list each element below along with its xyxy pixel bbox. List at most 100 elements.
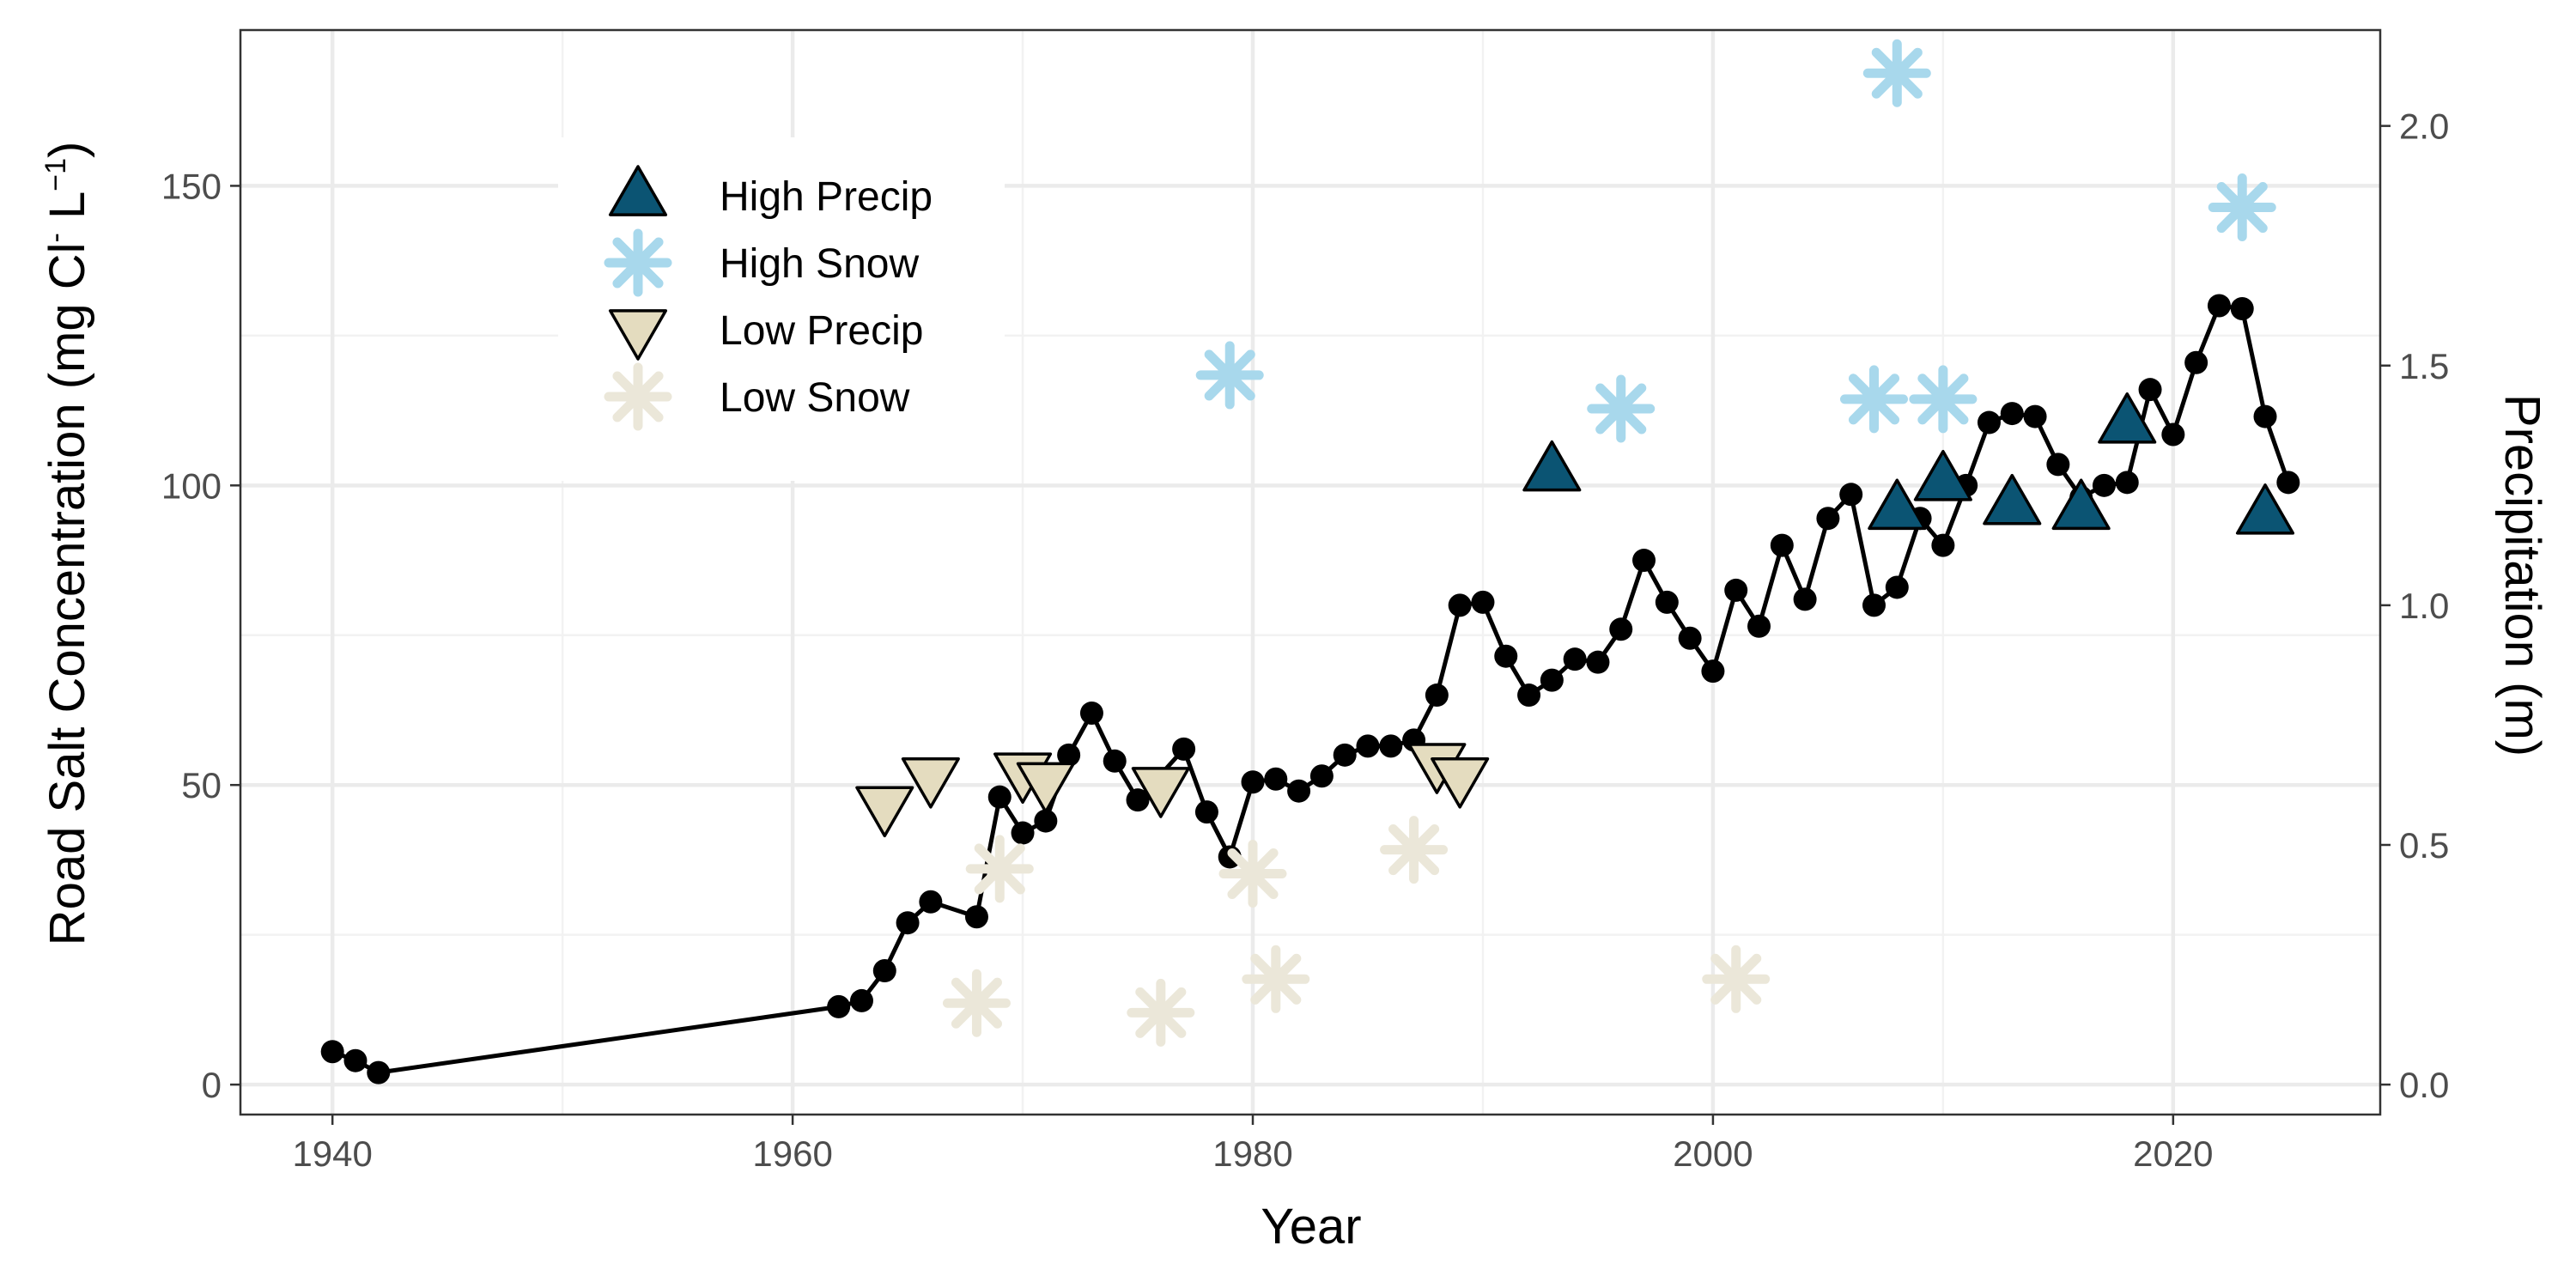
salt-concentration-point [1287, 779, 1311, 803]
legend-low-snow-label: Low Snow [720, 375, 910, 421]
x-tick-label: 2000 [1673, 1133, 1753, 1174]
salt-concentration-point [1655, 590, 1679, 614]
y-tick-label: 0 [202, 1065, 222, 1105]
salt-concentration-point [872, 959, 896, 983]
salt-concentration-point [1356, 734, 1380, 758]
y2-tick-label: 1.0 [2399, 586, 2449, 626]
y2-tick-label: 2.0 [2399, 106, 2449, 147]
y2-tick-label: 1.5 [2399, 346, 2449, 386]
salt-concentration-point [1793, 587, 1817, 611]
low-snow-marker [942, 969, 1011, 1037]
low-precip-marker [855, 786, 914, 838]
salt-concentration-point [849, 988, 873, 1012]
legend-low-precip-label: Low Precip [720, 308, 923, 354]
legend-high-snow-icon [604, 228, 672, 297]
high-precip-marker [1983, 473, 2042, 526]
salt-concentration-point [2092, 473, 2116, 497]
salt-concentration-point [2184, 350, 2208, 374]
salt-concentration-point [367, 1060, 391, 1084]
salt-concentration-point [1011, 821, 1035, 845]
salt-concentration-point [1057, 743, 1081, 767]
low-snow-marker [1702, 945, 1771, 1013]
y-tick-label: 150 [161, 166, 222, 206]
salt-concentration-point [827, 994, 851, 1018]
salt-concentration-point [1494, 644, 1518, 668]
salt-concentration-point [1724, 578, 1748, 602]
salt-concentration-point [1586, 650, 1610, 674]
legend-high-precip-label: High Precip [720, 174, 933, 220]
salt-concentration-point [2161, 422, 2185, 447]
low-precip-marker [1431, 756, 1490, 809]
salt-concentration-point [2000, 402, 2024, 426]
salt-concentration-point [1678, 626, 1702, 650]
x-tick-label: 1980 [1212, 1133, 1292, 1174]
x-axis-title: Year [1261, 1199, 1361, 1255]
y-tick-label: 100 [161, 465, 222, 506]
x-tick-label: 1940 [292, 1133, 372, 1174]
salt-concentration-point [1425, 683, 1449, 708]
salt-line-series [320, 294, 2300, 1084]
salt-concentration-point [1770, 533, 1794, 557]
salt-concentration-point [2115, 471, 2139, 495]
salt-concentration-point [1309, 764, 1334, 788]
low-snow-marker [1218, 839, 1287, 908]
legend-high-precip-icon [608, 165, 668, 216]
salt-concentration-point [1563, 647, 1587, 671]
salt-concentration-point [987, 785, 1012, 809]
low-snow-marker [1242, 945, 1310, 1013]
salt-concentration-point [964, 905, 988, 929]
low-snow-marker [965, 835, 1034, 903]
high-snow-marker [2208, 173, 2276, 242]
high-snow-marker [1862, 39, 1931, 107]
salt-concentration-point [1839, 483, 1863, 507]
high-precip-marker [1868, 478, 1927, 531]
y2-axis-title: Precipitation (m) [2494, 394, 2550, 756]
y2-tick-label: 0.5 [2399, 825, 2449, 866]
high-precip-marker [1522, 440, 1582, 492]
salt-concentration-point [1747, 614, 1771, 638]
salt-concentration-point [1172, 737, 1196, 761]
legend: High Precip High Snow Low Precip Low Snow [558, 137, 1005, 481]
high-precip-marker [2051, 478, 2111, 531]
x-tick-label: 1960 [752, 1133, 832, 1174]
high-precip-marker [1913, 449, 1972, 501]
salt-concentration-point [1885, 575, 1909, 599]
salt-concentration-point [1517, 683, 1541, 708]
salt-concentration-point [1079, 701, 1103, 725]
salt-concentration-point [1931, 533, 1955, 557]
salt-concentration-point [2207, 294, 2231, 318]
salt-concentration-point [1977, 410, 2001, 434]
salt-concentration-point [2046, 453, 2070, 477]
legend-low-precip-icon [608, 309, 668, 361]
high-snow-marker [1909, 365, 1978, 434]
low-precip-marker [901, 756, 960, 809]
high-snow-marker [1195, 341, 1264, 410]
low-snow-marker [1127, 978, 1195, 1047]
high-snow-marker [1587, 374, 1656, 443]
salt-concentration-point [1632, 549, 1656, 573]
salt-concentration-point [1609, 617, 1633, 641]
x-tick-label: 2020 [2133, 1133, 2213, 1174]
high-precip-marker [2098, 392, 2157, 444]
salt-concentration-point [1034, 809, 1058, 833]
low-precip-marker [1131, 767, 1190, 818]
salt-concentration-point [343, 1048, 368, 1072]
y-tick-label: 50 [181, 765, 222, 805]
salt-concentration-point [1333, 743, 1357, 767]
salt-concentration-point [1194, 800, 1218, 824]
y2-tick-label: 0.0 [2399, 1065, 2449, 1105]
legend-low-snow-icon [604, 362, 672, 431]
salt-concentration-point [320, 1040, 344, 1064]
y-axis-title: Road Salt Concentration (mg Cl- L−1) [39, 142, 95, 946]
axes: 1940 1960 1980 2000 2020 0 50 100 150 0.0 0.5 1.0 1.… [161, 106, 2449, 1174]
high-snow-marker [1839, 365, 1908, 434]
salt-concentration-point [2023, 404, 2047, 428]
salt-concentration-point [1862, 593, 1886, 617]
precip-markers [855, 39, 2295, 1047]
salt-concentration-point [1103, 749, 1127, 773]
salt-concentration-point [2276, 471, 2300, 495]
salt-concentration-point [1701, 659, 1725, 683]
salt-concentration-point [2138, 378, 2162, 402]
high-precip-marker [2235, 483, 2295, 535]
